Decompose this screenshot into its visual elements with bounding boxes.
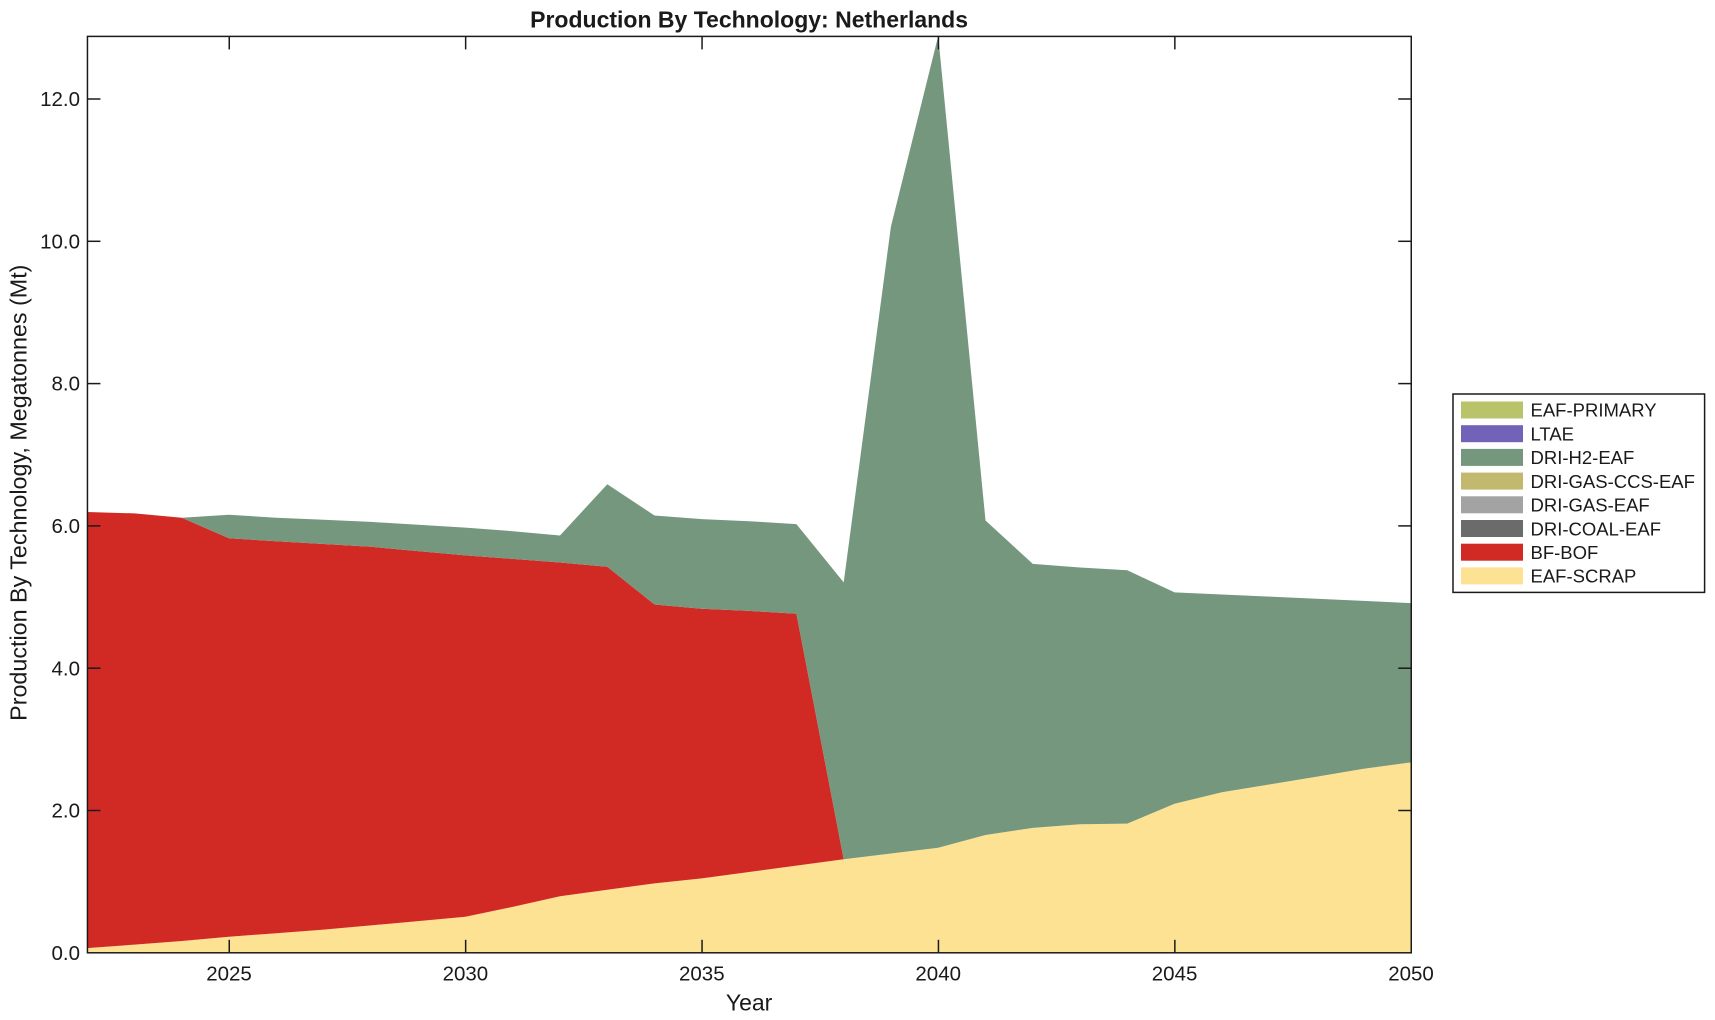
svg-text:12.0: 12.0 (40, 88, 80, 111)
svg-text:4.0: 4.0 (52, 657, 81, 680)
svg-text:2.0: 2.0 (52, 800, 81, 823)
svg-text:2035: 2035 (679, 962, 725, 985)
svg-text:Year: Year (726, 990, 773, 1016)
svg-text:Production By Technology: Neth: Production By Technology: Netherlands (530, 7, 968, 33)
svg-text:6.0: 6.0 (52, 515, 81, 538)
svg-text:LTAE: LTAE (1531, 423, 1575, 444)
svg-text:2025: 2025 (206, 962, 252, 985)
svg-text:10.0: 10.0 (40, 230, 80, 253)
svg-text:Production By Technology, Mega: Production By Technology, Megatonnes (Mt… (6, 265, 32, 721)
svg-text:EAF-PRIMARY: EAF-PRIMARY (1531, 400, 1657, 421)
svg-text:0.0: 0.0 (52, 942, 81, 965)
svg-text:DRI-COAL-EAF: DRI-COAL-EAF (1531, 518, 1662, 539)
svg-text:EAF-SCRAP: EAF-SCRAP (1531, 566, 1637, 587)
svg-text:8.0: 8.0 (52, 373, 81, 396)
svg-text:2040: 2040 (915, 962, 961, 985)
svg-text:DRI-H2-EAF: DRI-H2-EAF (1531, 447, 1635, 468)
svg-text:BF-BOF: BF-BOF (1531, 542, 1599, 563)
svg-text:DRI-GAS-CCS-EAF: DRI-GAS-CCS-EAF (1531, 471, 1695, 492)
svg-text:2030: 2030 (443, 962, 489, 985)
svg-text:2045: 2045 (1152, 962, 1198, 985)
svg-text:2050: 2050 (1388, 962, 1434, 985)
svg-text:DRI-GAS-EAF: DRI-GAS-EAF (1531, 495, 1650, 516)
